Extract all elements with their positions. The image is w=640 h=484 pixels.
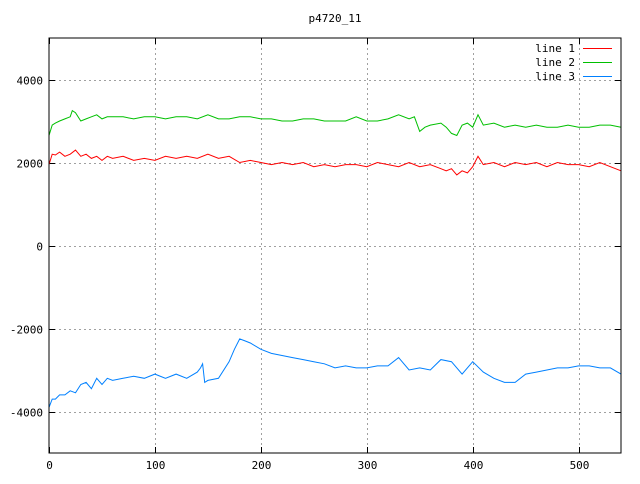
series-line-3 [48, 338, 622, 408]
plot-border [48, 37, 622, 454]
x-tick-label: 500 [570, 459, 590, 472]
y-tick-label: 4000 [17, 75, 44, 88]
series-line-1 [48, 149, 622, 176]
grid [49, 38, 621, 453]
legend-label: line 2 [535, 56, 575, 69]
series-lines [48, 109, 622, 408]
x-tick-label: 0 [46, 459, 53, 472]
legend-label: line 1 [535, 42, 575, 55]
series-line-2 [48, 109, 622, 137]
y-tick-label: 2000 [17, 158, 44, 171]
y-tick-label: -2000 [10, 324, 43, 337]
y-tick-label: 0 [36, 241, 43, 254]
chart-title: p4720_11 [309, 12, 362, 25]
x-tick-label: 200 [252, 459, 272, 472]
x-tick-label: 300 [358, 459, 378, 472]
legend-label: line 3 [535, 70, 575, 83]
y-tick-label: -4000 [10, 407, 43, 420]
axis-ticks: 0 100 200 300 400 500 -4000 -2000 0 2000 4000 [10, 38, 621, 472]
x-tick-label: 400 [464, 459, 484, 472]
x-tick-label: 100 [146, 459, 166, 472]
